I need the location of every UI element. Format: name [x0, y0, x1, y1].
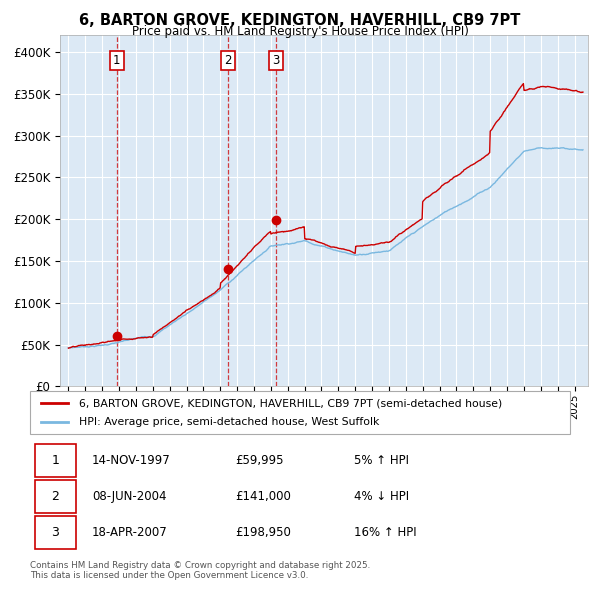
FancyBboxPatch shape — [35, 480, 76, 513]
Text: 3: 3 — [52, 526, 59, 539]
Text: 2: 2 — [52, 490, 59, 503]
Text: 6, BARTON GROVE, KEDINGTON, HAVERHILL, CB9 7PT: 6, BARTON GROVE, KEDINGTON, HAVERHILL, C… — [79, 13, 521, 28]
Text: £198,950: £198,950 — [235, 526, 291, 539]
Text: 3: 3 — [272, 54, 280, 67]
Text: 18-APR-2007: 18-APR-2007 — [92, 526, 168, 539]
Text: Contains HM Land Registry data © Crown copyright and database right 2025.
This d: Contains HM Land Registry data © Crown c… — [30, 561, 370, 580]
Text: £59,995: £59,995 — [235, 454, 284, 467]
FancyBboxPatch shape — [35, 444, 76, 477]
FancyBboxPatch shape — [35, 516, 76, 549]
Text: HPI: Average price, semi-detached house, West Suffolk: HPI: Average price, semi-detached house,… — [79, 417, 379, 427]
Text: Price paid vs. HM Land Registry's House Price Index (HPI): Price paid vs. HM Land Registry's House … — [131, 25, 469, 38]
Text: £141,000: £141,000 — [235, 490, 291, 503]
Text: 14-NOV-1997: 14-NOV-1997 — [92, 454, 171, 467]
Text: 08-JUN-2004: 08-JUN-2004 — [92, 490, 167, 503]
Text: 2: 2 — [224, 54, 232, 67]
Text: 4% ↓ HPI: 4% ↓ HPI — [354, 490, 409, 503]
Text: 1: 1 — [113, 54, 121, 67]
Text: 6, BARTON GROVE, KEDINGTON, HAVERHILL, CB9 7PT (semi-detached house): 6, BARTON GROVE, KEDINGTON, HAVERHILL, C… — [79, 398, 502, 408]
Text: 1: 1 — [52, 454, 59, 467]
Text: 5% ↑ HPI: 5% ↑ HPI — [354, 454, 409, 467]
Text: 16% ↑ HPI: 16% ↑ HPI — [354, 526, 416, 539]
